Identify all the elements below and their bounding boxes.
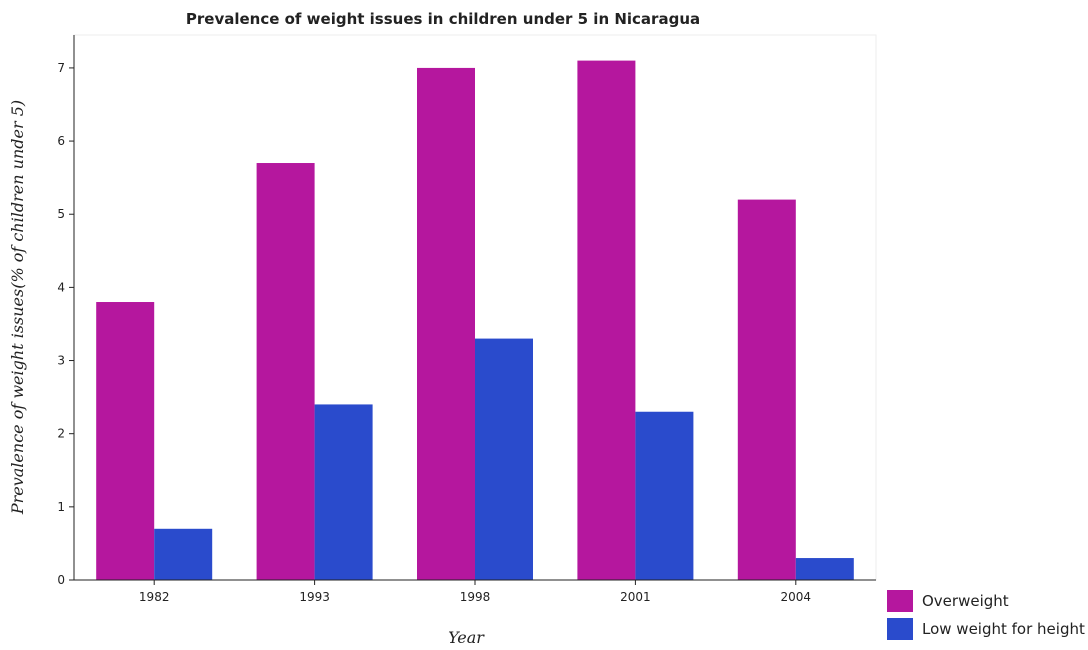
x-axis-label: Year: [448, 628, 485, 647]
x-tick-label: 2004: [781, 590, 812, 604]
bar-overweight-1993: [256, 163, 315, 580]
y-tick-label: 6: [57, 134, 65, 148]
bar-overweight-1982: [96, 302, 155, 580]
bar-overweight-2004: [737, 199, 796, 580]
bar-overweight-2001: [577, 60, 636, 581]
bar-low-weight-for-height-1998: [475, 338, 533, 580]
bar-low-weight-for-height-1993: [314, 404, 373, 580]
legend-swatch-low-weight-for-height: [887, 618, 913, 640]
y-tick-label: 5: [57, 207, 65, 221]
y-tick-label: 0: [57, 573, 65, 587]
y-tick-label: 7: [57, 61, 65, 75]
x-tick-label: 2001: [620, 590, 651, 604]
legend: Overweight Low weight for height: [887, 590, 1085, 640]
legend-label-overweight: Overweight: [922, 592, 1009, 610]
x-tick-label: 1982: [139, 590, 170, 604]
legend-label-low-weight-for-height: Low weight for height: [922, 620, 1085, 638]
bar-overweight-1998: [417, 67, 475, 581]
legend-swatch-overweight: [887, 590, 913, 612]
bar-low-weight-for-height-2004: [795, 558, 854, 580]
x-axis: 1982 1993 1998 2001 2004: [74, 579, 876, 604]
y-tick-label: 1: [57, 500, 65, 514]
y-tick-label: 4: [57, 280, 65, 294]
x-tick-label: 1993: [299, 590, 330, 604]
y-axis-label: Prevalence of weight issues(% of childre…: [8, 100, 27, 515]
x-tick-label: 1998: [460, 590, 491, 604]
chart-title: Prevalence of weight issues in children …: [186, 10, 700, 28]
y-axis: 0 1 2 3 4 5 6 7: [57, 35, 75, 587]
y-tick-label: 3: [57, 354, 65, 368]
bar-low-weight-for-height-2001: [635, 411, 694, 580]
plot-area: [73, 34, 877, 581]
y-tick-label: 2: [57, 427, 65, 441]
bar-low-weight-for-height-1982: [154, 528, 213, 580]
